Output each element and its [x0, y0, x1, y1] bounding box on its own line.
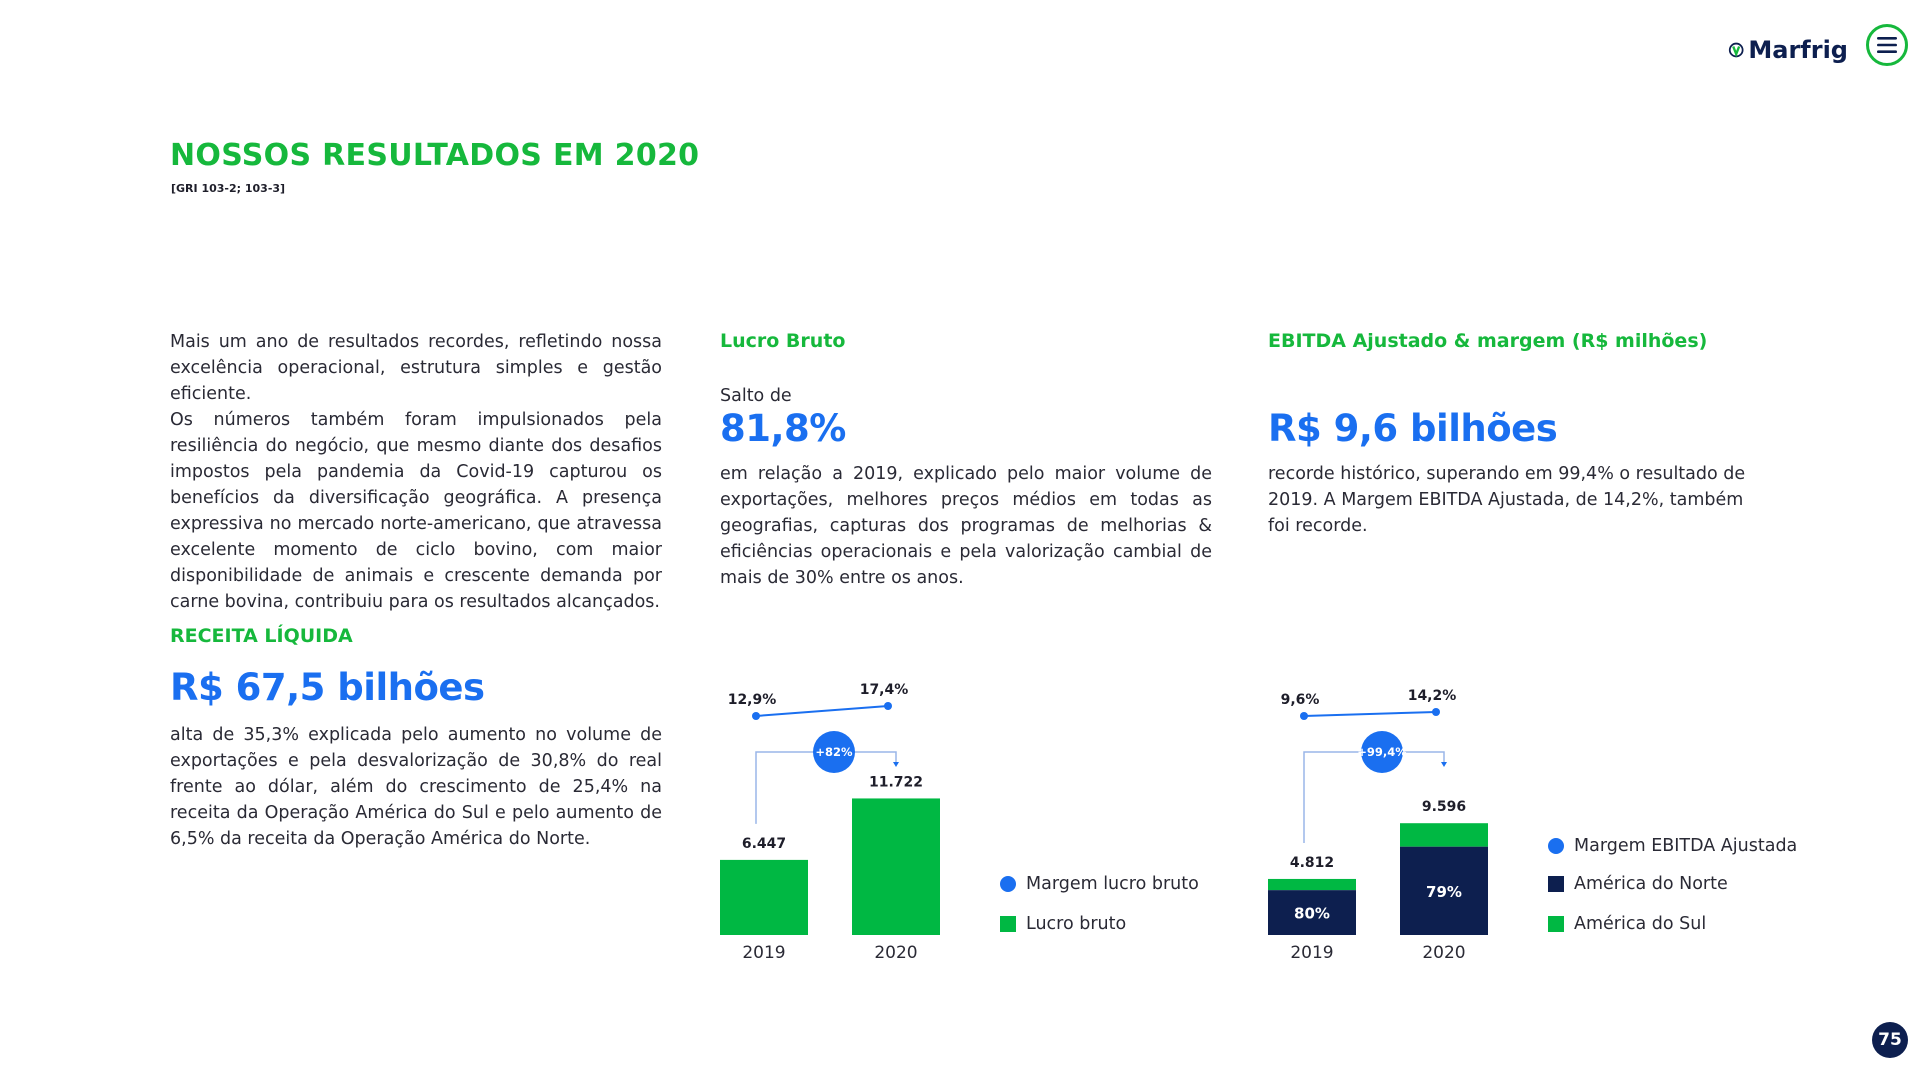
legend-label: América do Norte	[1574, 874, 1728, 894]
bar-america-norte	[1400, 846, 1488, 935]
bar-america-norte	[1268, 890, 1356, 935]
growth-arrow-icon	[893, 762, 899, 767]
marfrig-logo[interactable]: Marfrig	[1728, 30, 1848, 70]
margin-point	[1432, 708, 1440, 716]
receita-value: R$ 67,5 bilhões	[170, 666, 485, 709]
x-tick-label: 2019	[742, 943, 785, 963]
growth-badge-label: +99,4%	[1357, 745, 1407, 759]
x-tick-label: 2020	[874, 943, 917, 963]
ebitda-title: EBITDA Ajustado & margem (R$ milhões)	[1268, 330, 1708, 352]
page-number: 75	[1872, 1022, 1908, 1058]
hamburger-icon	[1877, 37, 1897, 53]
intro-paragraph-2: Os números também foram impulsionados pe…	[170, 410, 662, 612]
bar-value-label: 9.596	[1422, 799, 1466, 815]
legend-square-icon	[1548, 916, 1564, 932]
growth-badge-label: +82%	[815, 745, 853, 759]
menu-button[interactable]	[1866, 24, 1908, 66]
legend-america-sul: América do Sul	[1548, 914, 1706, 934]
growth-badge	[1361, 731, 1403, 773]
marfrig-logo-icon	[1728, 42, 1744, 58]
bar-lucro-bruto	[852, 798, 940, 935]
growth-badge	[813, 731, 855, 773]
bar-america-sul	[1268, 878, 1356, 891]
lucro-value: 81,8%	[720, 407, 846, 450]
legend-lucro-bruto: Lucro bruto	[1000, 914, 1126, 934]
lucro-text: em relação a 2019, explicado pelo maior …	[720, 464, 1212, 588]
page-title: NOSSOS RESULTADOS EM 2020	[170, 138, 700, 173]
legend-dot-icon	[1000, 876, 1016, 892]
ebitda-value: R$ 9,6 bilhões	[1268, 407, 1558, 450]
margin-line	[755, 705, 889, 717]
margin-label: 12,9%	[728, 692, 777, 708]
logo-text: Marfrig	[1748, 36, 1848, 64]
margin-label: 14,2%	[1408, 688, 1457, 704]
receita-title: RECEITA LÍQUIDA	[170, 625, 353, 647]
legend-label: Margem lucro bruto	[1026, 874, 1199, 894]
bar-value-label: 6.447	[742, 836, 786, 852]
margin-line	[1303, 711, 1437, 717]
lucro-pre: Salto de	[720, 386, 792, 406]
legend-dot-icon	[1548, 838, 1564, 854]
margin-label: 9,6%	[1281, 692, 1320, 708]
growth-arrow-icon	[1441, 762, 1447, 767]
bar-share-label: 79%	[1426, 883, 1462, 901]
bar-lucro-bruto	[720, 859, 808, 935]
legend-margem-lucro: Margem lucro bruto	[1000, 874, 1199, 894]
legend-square-icon	[1548, 876, 1564, 892]
gri-reference: [GRI 103-2; 103-3]	[171, 182, 286, 195]
legend-label: América do Sul	[1574, 914, 1707, 934]
margin-label: 17,4%	[860, 682, 909, 698]
bar-value-label: 11.722	[869, 774, 923, 790]
legend-margem-ebitda: Margem EBITDA Ajustada	[1548, 836, 1797, 856]
margin-point	[752, 712, 760, 720]
legend-america-norte: América do Norte	[1548, 874, 1728, 894]
legend-label: Margem EBITDA Ajustada	[1574, 836, 1798, 856]
ebitda-text: recorde histórico, superando em 99,4% o …	[1268, 464, 1746, 536]
legend-label: Lucro bruto	[1026, 914, 1127, 934]
x-tick-label: 2019	[1290, 943, 1333, 963]
bar-value-label: 4.812	[1290, 855, 1334, 871]
lucro-title: Lucro Bruto	[720, 330, 846, 352]
margin-point	[1300, 712, 1308, 720]
bar-america-sul	[1400, 823, 1488, 847]
legend-square-icon	[1000, 916, 1016, 932]
x-tick-label: 2020	[1422, 943, 1465, 963]
bar-share-label: 80%	[1294, 905, 1330, 923]
intro-paragraph-1: Mais um ano de resultados recordes, refl…	[170, 332, 662, 404]
receita-text: alta de 35,3% explicada pelo aumento no …	[170, 725, 662, 849]
margin-point	[884, 702, 892, 710]
